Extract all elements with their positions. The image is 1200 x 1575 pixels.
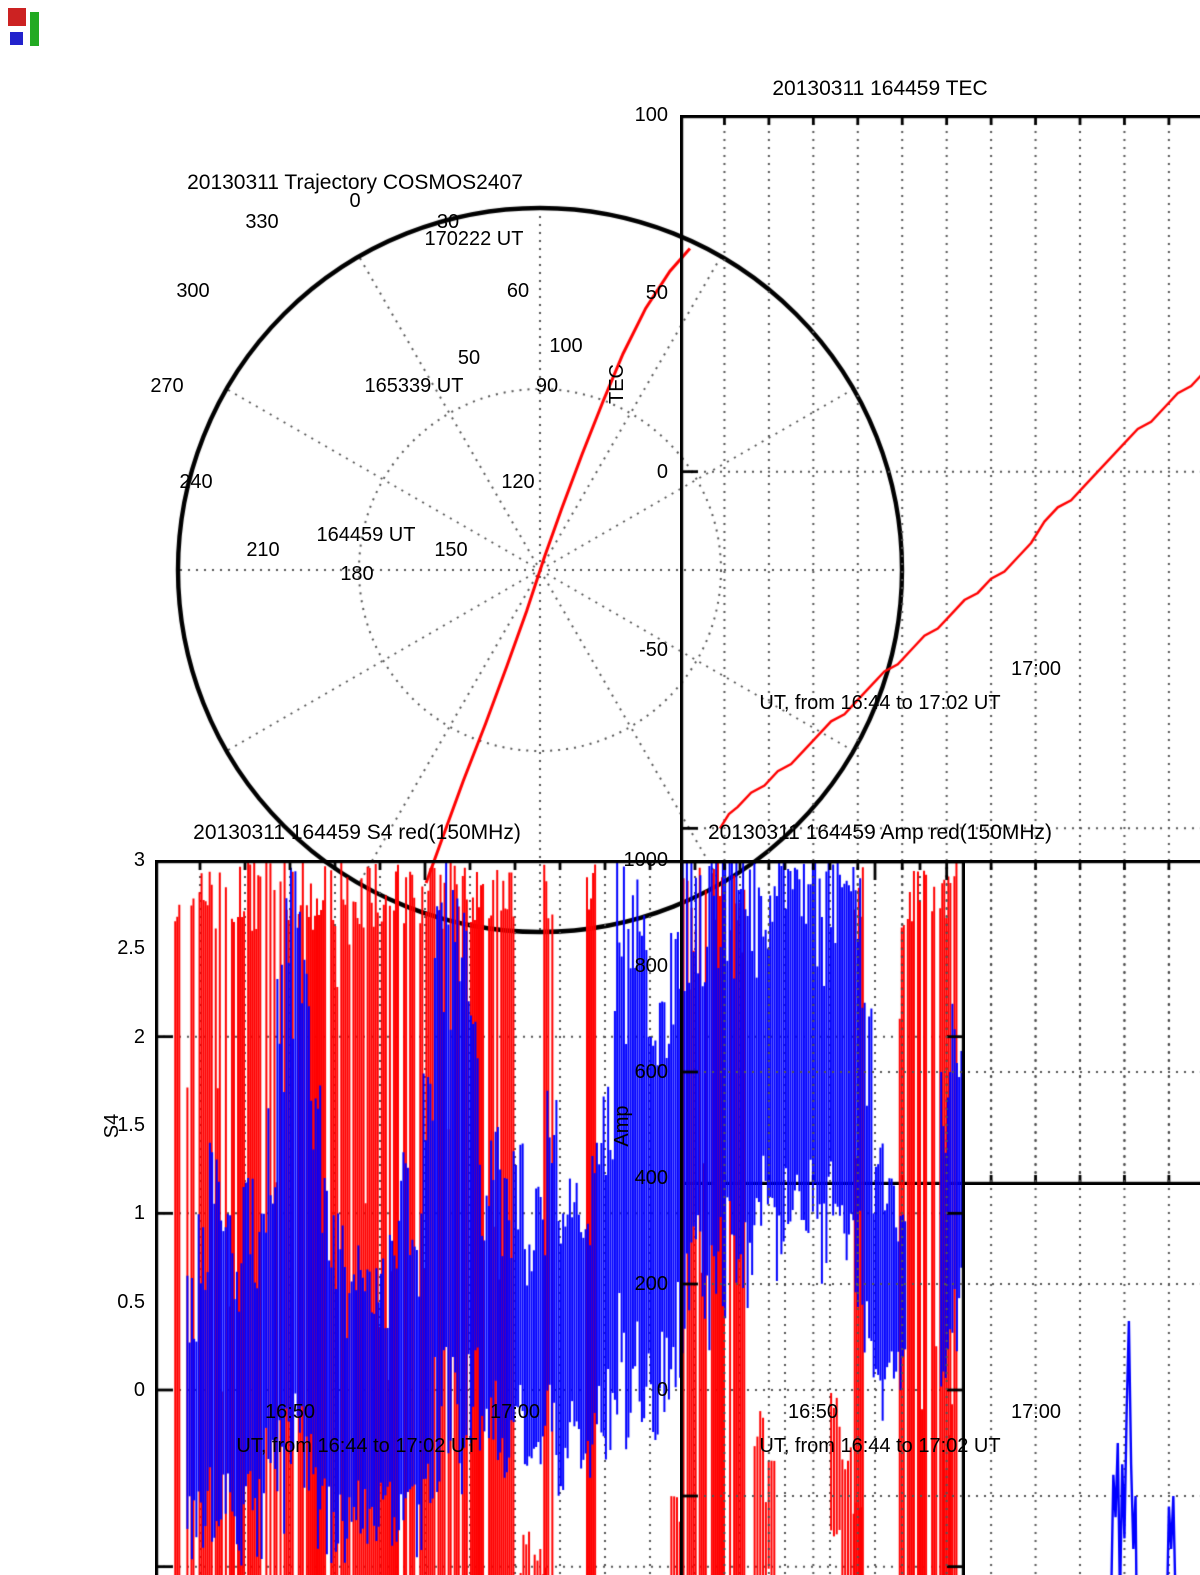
amp-ytick-800: 800 xyxy=(634,955,668,977)
track-mid-time-annotation: 165339 UT xyxy=(364,375,464,397)
s4-x-axis-label: UT, from 16:44 to 17:02 UT xyxy=(236,1435,478,1457)
amp-ytick-200: 200 xyxy=(634,1273,668,1295)
tec-title: 20130311 164459 TEC xyxy=(772,77,988,100)
s4-ytick-0p5: 0.5 xyxy=(117,1291,145,1313)
az-label-330: 330 xyxy=(245,211,279,233)
s4-ytick-1p5: 1.5 xyxy=(117,1114,145,1136)
amp-ytick-600: 600 xyxy=(634,1061,668,1083)
amp-xtick-1650: 16:50 xyxy=(787,1401,839,1423)
s4-ytick-1: 1 xyxy=(133,1202,145,1224)
amp-plot-canvas xyxy=(680,860,1200,1575)
az-label-30: 30 xyxy=(436,211,460,233)
app-icon-green-block xyxy=(30,12,39,46)
s4-title: 20130311 164459 S4 red(150MHz) xyxy=(193,821,521,844)
tec-xtick-1700: 17:00 xyxy=(1010,658,1062,680)
tec-ytick-50: 50 xyxy=(645,282,668,304)
trajectory-title: 20130311 Trajectory COSMOS2407 xyxy=(187,171,523,194)
s4-y-axis-label: S4 xyxy=(101,1113,123,1139)
s4-ytick-2p5: 2.5 xyxy=(117,937,145,959)
amp-ytick-400: 400 xyxy=(634,1167,668,1189)
az-label-90: 90 xyxy=(535,375,559,397)
az-label-270: 270 xyxy=(150,375,184,397)
s4-ytick-3: 3 xyxy=(133,849,145,871)
az-label-180: 180 xyxy=(340,563,374,585)
s4-ytick-2: 2 xyxy=(133,1026,145,1048)
app-icon-blue-block xyxy=(10,32,23,45)
radial-label-50: 50 xyxy=(457,347,481,369)
s4-ytick-0: 0 xyxy=(133,1379,145,1401)
radial-label-100: 100 xyxy=(549,335,583,357)
tec-ytick-100: 100 xyxy=(634,104,668,126)
tec-ytick-m50: -50 xyxy=(639,639,668,661)
az-label-210: 210 xyxy=(246,539,280,561)
s4-xtick-1700: 17:00 xyxy=(489,1401,541,1423)
tec-ytick-0: 0 xyxy=(656,461,668,483)
az-label-120: 120 xyxy=(501,471,535,493)
amp-ytick-1000: 1000 xyxy=(623,849,669,871)
tec-y-axis-label: TEC xyxy=(606,364,628,404)
amp-title: 20130311 164459 Amp red(150MHz) xyxy=(707,821,1052,844)
az-label-240: 240 xyxy=(179,471,213,493)
az-label-150: 150 xyxy=(434,539,468,561)
tec-x-axis-label: UT, from 16:44 to 17:02 UT xyxy=(759,692,1001,714)
amp-x-axis-label: UT, from 16:44 to 17:02 UT xyxy=(759,1435,1001,1457)
amp-xtick-1700: 17:00 xyxy=(1010,1401,1062,1423)
track-start-time-annotation: 164459 UT xyxy=(316,524,416,546)
az-label-60: 60 xyxy=(506,280,530,302)
az-label-300: 300 xyxy=(176,280,210,302)
app-icon-red-block xyxy=(8,8,26,26)
app-icon xyxy=(8,8,48,60)
s4-xtick-1650: 16:50 xyxy=(264,1401,316,1423)
az-label-0: 0 xyxy=(349,190,361,212)
track-end-time-annotation: 170222 UT xyxy=(424,228,524,250)
amp-ytick-0: 0 xyxy=(656,1379,668,1401)
amp-y-axis-label: Amp xyxy=(611,1105,633,1147)
